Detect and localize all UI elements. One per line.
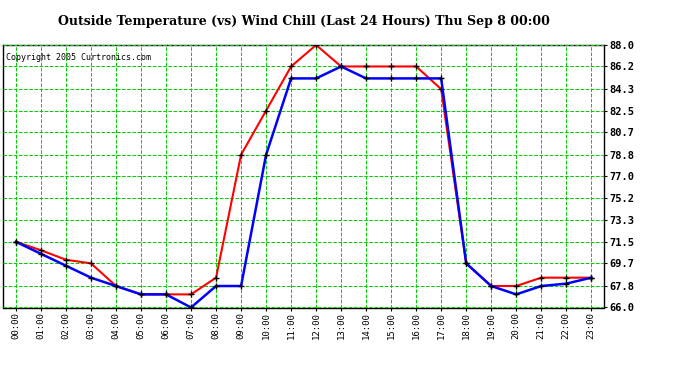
Text: Outside Temperature (vs) Wind Chill (Last 24 Hours) Thu Sep 8 00:00: Outside Temperature (vs) Wind Chill (Las… (58, 15, 549, 28)
Text: Copyright 2005 Curtronics.com: Copyright 2005 Curtronics.com (6, 53, 151, 62)
